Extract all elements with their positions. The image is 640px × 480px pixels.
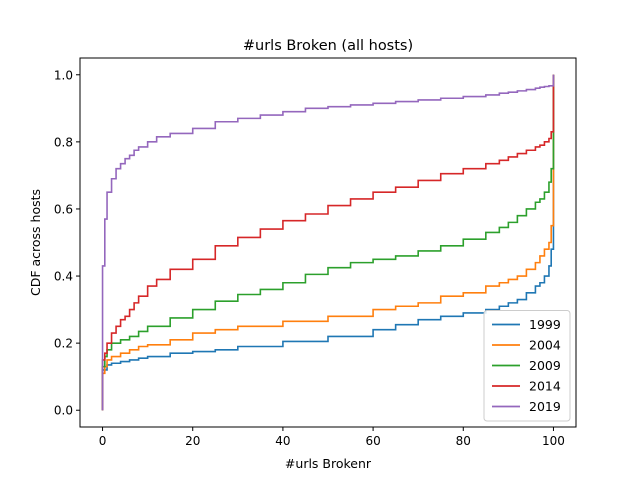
chart-title: #urls Broken (all hosts) xyxy=(243,38,413,54)
series-line-2014 xyxy=(101,74,555,411)
x-axis: 0 20 40 60 80 100 xyxy=(99,427,565,448)
y-tick-label: 0.0 xyxy=(54,404,73,418)
y-tick-label: 0.4 xyxy=(54,270,73,284)
x-axis-label: #urls Brokenr xyxy=(285,456,372,471)
x-tick-label: 20 xyxy=(185,434,200,448)
plot-frame xyxy=(79,57,577,428)
y-tick-label: 1.0 xyxy=(54,68,73,82)
x-tick-label: 40 xyxy=(275,434,290,448)
series-lines xyxy=(101,74,555,411)
legend-label-2009: 2009 xyxy=(529,358,561,373)
y-axis-label: CDF across hosts xyxy=(28,189,43,296)
series-line-2004 xyxy=(101,74,555,411)
y-tick-label: 0.8 xyxy=(54,135,73,149)
legend: 1999 2004 2009 2014 2019 xyxy=(483,310,571,422)
x-tick-label: 80 xyxy=(456,434,471,448)
x-tick-label: 60 xyxy=(365,434,380,448)
legend-label-2019: 2019 xyxy=(529,399,561,414)
x-tick-label: 100 xyxy=(542,434,565,448)
x-tick-label: 0 xyxy=(99,434,107,448)
legend-label-2014: 2014 xyxy=(529,379,561,394)
y-tick-label: 0.2 xyxy=(54,337,73,351)
y-axis: 0.0 0.2 0.4 0.6 0.8 1.0 xyxy=(54,68,80,418)
legend-label-1999: 1999 xyxy=(529,317,561,332)
series-line-1999 xyxy=(101,74,555,411)
series-line-2019 xyxy=(101,74,555,411)
series-line-2009 xyxy=(101,74,555,411)
y-tick-label: 0.6 xyxy=(54,202,73,216)
legend-box xyxy=(483,310,571,422)
legend-label-2004: 2004 xyxy=(529,338,561,353)
